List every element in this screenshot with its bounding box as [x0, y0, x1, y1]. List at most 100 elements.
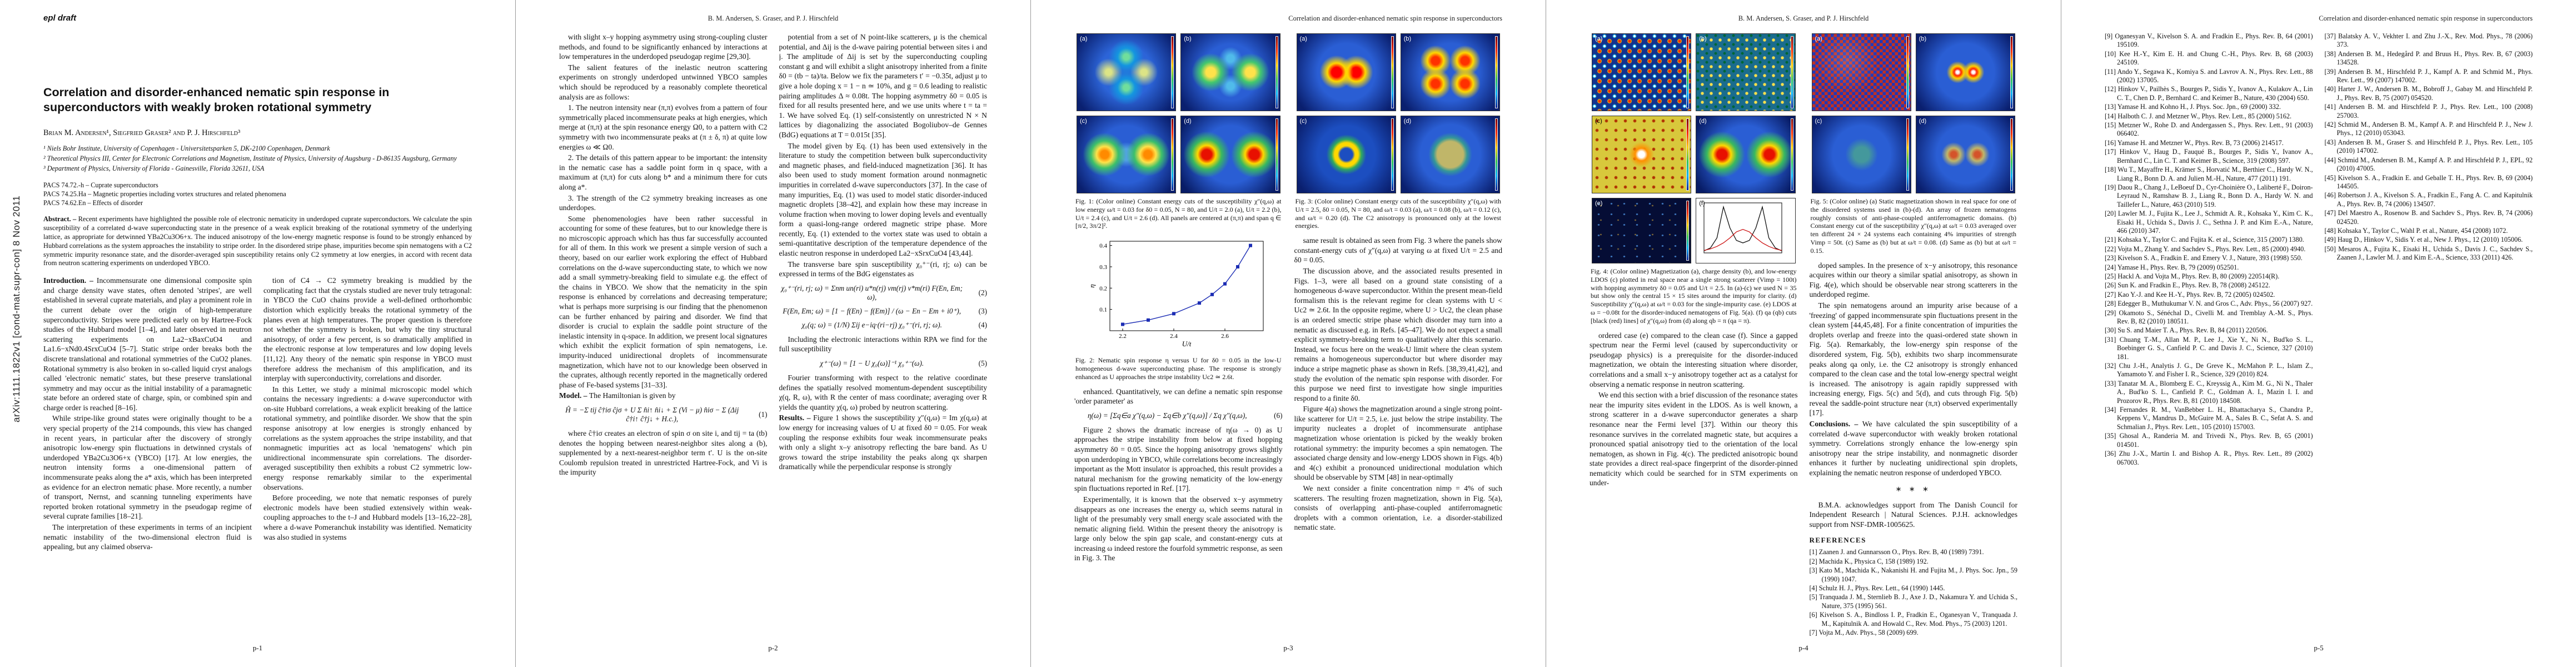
- page-3: Correlation and disorder-enhanced nemati…: [1030, 0, 1546, 667]
- figure-1: (a) (b) (c) (d): [1074, 33, 1283, 230]
- fig5-heatmap-d: (d): [1915, 116, 2015, 193]
- paragraph: 2. The details of this pattern appear to…: [559, 153, 768, 191]
- page-3-right-column: (a) (b) (c) (d): [1294, 32, 1503, 638]
- reference-item: [16] Yamase H. and Metzner W., Phys. Rev…: [2105, 138, 2284, 147]
- reference-item: [23] Kivelson S. A., Fradkin E. and Emer…: [2105, 254, 2303, 262]
- fig3-heatmap-d: (d): [1400, 116, 1500, 193]
- colorbar: [1686, 118, 1690, 191]
- reference-item: [10] Kee H.-Y., Kim E. H. and Chung C.-H…: [2105, 49, 2313, 67]
- reference-item: [7] Vojta M., Adv. Phys., 58 (2009) 699.: [1809, 629, 1919, 637]
- fig1-heatmap-b: (b): [1180, 33, 1280, 111]
- page-2-right-column: potential from a set of N point-like sca…: [779, 32, 988, 638]
- fig4-caption: Fig. 4: (Color online) Magnetization (a)…: [1591, 267, 1797, 325]
- panel-label: (c): [1299, 118, 1307, 125]
- pacs-line: PACS 74.72.-h – Cuprate superconductors: [43, 181, 158, 190]
- reference-item: [34] Fernandes R. M., VanBebber L. H., B…: [2105, 406, 2313, 431]
- fig5-heatmap-b: (b): [1915, 33, 2015, 111]
- reference-item: [14] Halboth C. J. and Metzner W., Phys.…: [2105, 112, 2292, 120]
- panel-label: (c): [1815, 118, 1822, 125]
- equation: χ₀⁺⁻(ri, rj; ω) = Σnm un(ri) u*n(rj) vm(…: [781, 283, 987, 301]
- reference-item: [12] Hinkov V., Pailhès S., Bourges P., …: [2105, 85, 2313, 102]
- running-head-authors: B. M. Andersen, S. Graser, and P. J. Hir…: [1738, 14, 1869, 22]
- fig5-caption: Fig. 5: (Color online) (a) Static magnet…: [1810, 197, 2017, 255]
- figure-4-panels: (a) (b) (c) (d): [1590, 33, 1798, 263]
- reference-item: [21] Kohsaka Y., Taylor C. and Fujita K.…: [2105, 236, 2304, 244]
- figure-5-panels: (a) (b) (c) (d): [1810, 33, 2018, 193]
- figure-2: 2.2 2.4 2.6 0.1 0.2 0.3 0.4 U/t η Fig. 2: Nemati…: [1074, 236, 1283, 381]
- page-1-content: epl draft Correlation and disorder-enhan…: [43, 13, 472, 601]
- panel-label: (a): [1815, 36, 1822, 42]
- reference-item: [44] Schmid M., Andersen B. M., Kampf A.…: [2324, 156, 2533, 173]
- page-1-left-column: Introduction. – Incommensurate one dimen…: [43, 276, 252, 601]
- fig4-cuts-plot: (f): [1696, 198, 1796, 263]
- reference-item: [15] Metzner W., Rohe D. and Andergassen…: [2105, 121, 2313, 138]
- paragraph: doped samples. In the presence of x−y an…: [1809, 261, 2018, 299]
- reference-item: [3] Kato M., Machida K., Nakanishi H. an…: [1809, 566, 2018, 583]
- paragraph: Experimentally, it is known that the obs…: [1074, 495, 1283, 563]
- paragraph: The salient features of the inelastic ne…: [559, 63, 768, 101]
- paragraph: While stripe-like ground states were ori…: [43, 414, 252, 521]
- reference-item: [2] Machida K., Physica C, 158 (1989) 19…: [1809, 557, 1929, 565]
- reference-item: [39] Andersen B. M., Hirschfeld P. J., K…: [2324, 67, 2533, 84]
- equation: F(En, Em; ω) = [1 − f(En) − f(Em)] / (ω …: [783, 306, 987, 315]
- panel-label: (b): [1919, 36, 1927, 42]
- paragraph: where ĉ†iσ creates an electron of spin σ…: [559, 429, 768, 477]
- colorbar: [1686, 201, 1690, 261]
- reference-item: [38] Andersen B. M., Hedegård P. and Bru…: [2324, 49, 2533, 67]
- reference-item: [43] Andersen B. M., Graser S. and Hirsc…: [2324, 138, 2533, 155]
- colorbar: [1275, 118, 1278, 191]
- pacs-line: PACS 74.62.En – Effects of disorder: [43, 199, 143, 207]
- running-head-authors: B. M. Andersen, S. Graser, and P. J. Hir…: [707, 14, 839, 22]
- fig4-disorder-ldos-map: (e): [1592, 198, 1692, 263]
- page-number: p-2: [768, 644, 778, 652]
- reference-item: [28] Edegger B., Muthukumar V. N. and Gr…: [2105, 300, 2313, 308]
- page-number: p-5: [2314, 644, 2324, 652]
- colorbar: [1171, 36, 1174, 108]
- running-head-title: Correlation and disorder-enhanced nemati…: [2319, 14, 2533, 22]
- reference-item: [25] Hackl A. and Vojta M., Phys. Rev. B…: [2105, 272, 2280, 280]
- page-4-left-column: (a) (b) (c) (d): [1590, 32, 1798, 638]
- running-head-title: Correlation and disorder-enhanced nemati…: [1288, 14, 1502, 22]
- colorbar: [2010, 36, 2013, 108]
- panel-label: (a): [1080, 36, 1088, 42]
- colorbar: [1391, 118, 1394, 191]
- page-1: arXiv:1111.1822v1 [cond-mat.supr-con] 8 …: [0, 0, 515, 667]
- pacs-block: PACS 74.72.-h – Cuprate superconductors P…: [43, 181, 472, 207]
- colorbar: [2010, 118, 2013, 191]
- section-paragraph: Introduction. – Incommensurate one dimen…: [43, 276, 252, 412]
- paragraph: The transverse bare spin susceptibility …: [779, 260, 988, 278]
- fig4-ldos-map: (c): [1592, 116, 1692, 193]
- fig5-real-space-magnetization: (a): [1811, 33, 1911, 111]
- paragraph: We end this section with a brief discuss…: [1590, 391, 1798, 487]
- paper-title: Correlation and disorder-enhanced nemati…: [43, 86, 390, 114]
- panel-label: (d): [1184, 118, 1192, 125]
- page-3-columns: (a) (b) (c) (d): [1074, 32, 1502, 638]
- fig3-heatmap-b: (b): [1400, 33, 1500, 111]
- paragraph: 3. The strength of the C2 symmetry break…: [559, 193, 768, 212]
- paragraph: Some phenomenologies have been rather su…: [559, 214, 768, 389]
- reference-item: [35] Ghosal A., Randeria M. and Trivedi …: [2105, 432, 2313, 449]
- paragraph: Including the electronic interactions wi…: [779, 335, 988, 354]
- svg-text:η: η: [1088, 284, 1096, 287]
- fig2-line-chart: 2.2 2.4 2.6 0.1 0.2 0.3 0.4 U/t η: [1088, 241, 1264, 348]
- svg-text:2.6: 2.6: [1221, 333, 1229, 340]
- reference-item: [27] Kao Y.-J. and Kee H.-Y., Phys. Rev.…: [2105, 290, 2275, 298]
- reference-item: [11] Ando Y., Segawa K., Komiya S. and L…: [2105, 67, 2313, 84]
- draft-label: epl draft: [43, 13, 77, 23]
- author-line: Brian M. Andersen¹, Siegfried Graser² an…: [43, 128, 241, 137]
- reference-item: [32] Chu J.-H., Analytis J. G., De Greve…: [2105, 362, 2313, 379]
- panel-label: (b): [1403, 36, 1412, 42]
- panel-label: (c): [1080, 118, 1087, 125]
- svg-text:0.3: 0.3: [1100, 264, 1108, 271]
- reference-item: [47] Del Maestro A., Rosenow B. and Sach…: [2324, 209, 2533, 226]
- fig4-charge-density-map: (b): [1696, 33, 1796, 111]
- paragraph: 1. The neutron intensity near (π,π) evol…: [559, 103, 768, 151]
- equation: Ĥ = −Σ tij ĉ†iσ ĉjσ + U Σ n̂i↑ n̂i↓ + Σ …: [565, 405, 768, 423]
- reference-item: [42] Schmid M., Andersen B. M., Kampf A.…: [2324, 121, 2533, 137]
- fig1-heatmap-a: (a): [1077, 33, 1177, 111]
- paragraph: Figure 4(a) shows the magnetization arou…: [1294, 405, 1503, 482]
- reference-item: [48] Kohsaka Y., Taylor C., Wahl P. et a…: [2324, 226, 2508, 235]
- reference-item: [33] Tanatar M. A., Blomberg E. C., Krey…: [2105, 379, 2313, 405]
- page-2: B. M. Andersen, S. Graser, and P. J. Hir…: [515, 0, 1030, 667]
